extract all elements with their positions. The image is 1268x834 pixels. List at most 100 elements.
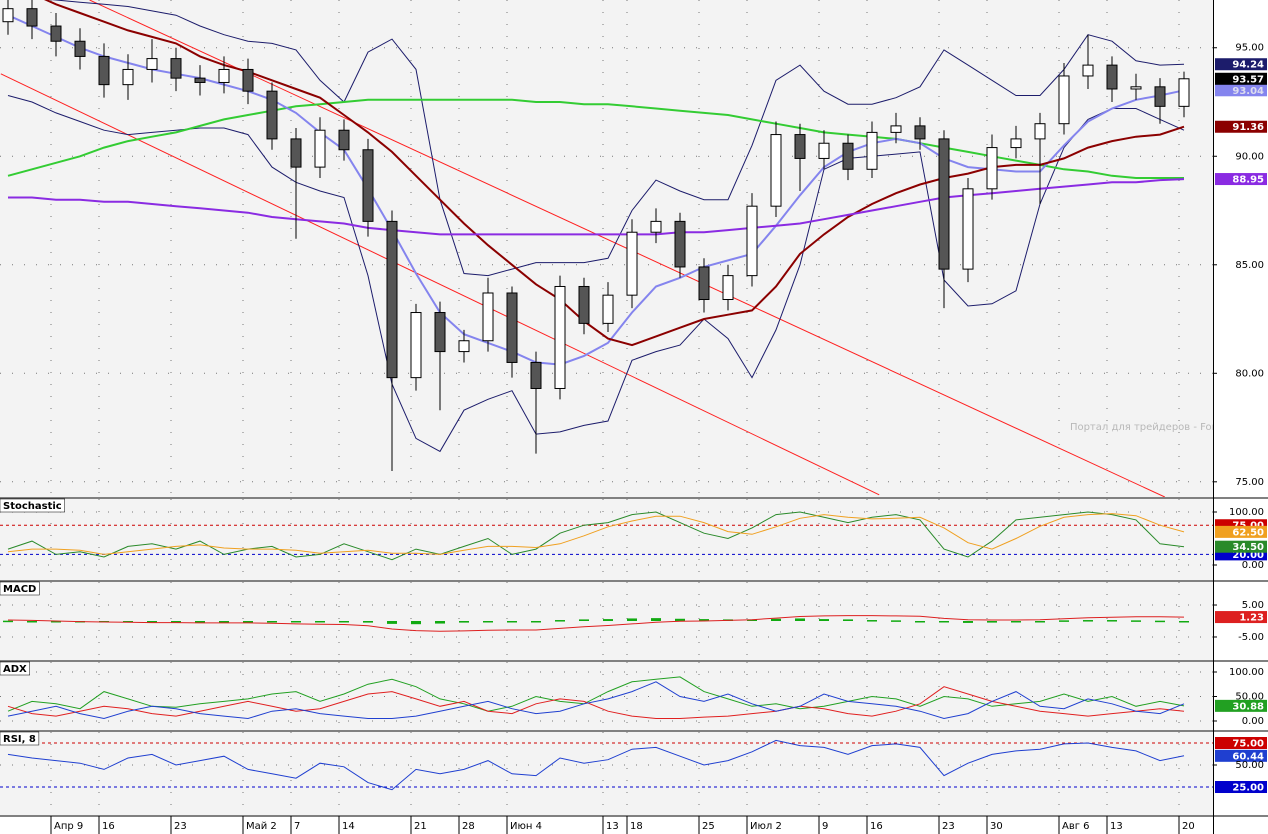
y-tick-label: 0.00: [1242, 560, 1264, 571]
candle-body: [266, 90, 278, 140]
histogram-bar: [555, 620, 565, 622]
histogram-bar: [435, 621, 445, 624]
x-tick-label: 7: [294, 821, 300, 832]
panel-title-bg: [0, 661, 30, 676]
candle-body: [890, 125, 902, 133]
value-box: [1215, 173, 1267, 186]
indicator-line: [7, 676, 1185, 712]
candle-body: [458, 340, 470, 353]
x-tick-label: 23: [174, 821, 187, 832]
candle-body: [170, 58, 182, 79]
histogram-bar: [1035, 621, 1045, 623]
y-tick-label: 100.00: [1229, 507, 1264, 518]
panel-title: RSI, 8: [3, 734, 36, 745]
candle-body: [962, 188, 974, 270]
candle-body: [530, 361, 542, 389]
histogram-bar: [219, 621, 229, 623]
candle-body: [98, 55, 110, 86]
candle-body: [1058, 75, 1070, 125]
histogram-bar: [1011, 621, 1021, 623]
value-box: [1215, 72, 1267, 85]
candle-body: [554, 285, 566, 389]
indicator-line: [7, 513, 1185, 555]
candle-body: [866, 131, 878, 170]
histogram-bar: [387, 621, 397, 624]
overlay-line: [7, 95, 1185, 453]
candle-body: [506, 292, 518, 363]
histogram-bar: [771, 618, 781, 621]
histogram-bar: [3, 620, 13, 623]
candle-body: [74, 40, 86, 57]
histogram-bar: [795, 618, 805, 621]
y-tick-label: 90.00: [1235, 151, 1264, 162]
candle-body: [722, 275, 734, 301]
histogram-bar: [651, 618, 661, 621]
histogram-bar: [867, 620, 877, 622]
histogram-bar: [603, 619, 613, 621]
histogram-bar: [963, 621, 973, 623]
histogram-bar: [507, 621, 517, 623]
value-box-label: 1.23: [1239, 613, 1264, 624]
value-box-label: 34.50: [1232, 542, 1264, 553]
panel-title-bg: [0, 498, 65, 513]
candle-body: [362, 149, 374, 222]
panel-title: MACD: [3, 584, 36, 595]
candle-body: [386, 220, 398, 379]
candle-body: [1010, 138, 1022, 149]
x-tick-label: 20: [1182, 821, 1195, 832]
value-box: [1215, 525, 1267, 538]
overlay-line: [50, 0, 1185, 277]
candle-body: [938, 138, 950, 270]
histogram-bar: [819, 619, 829, 621]
candle-body: [1106, 64, 1118, 90]
y-tick-label: 80.00: [1235, 368, 1264, 379]
x-tick-label: 16: [870, 821, 883, 832]
y-tick-label: -5.00: [1238, 632, 1264, 643]
candle-body: [50, 25, 62, 42]
histogram-bar: [1179, 621, 1189, 623]
indicator-line: [7, 511, 1185, 561]
x-tick-label: 13: [606, 821, 619, 832]
x-tick-label: 21: [414, 821, 427, 832]
panel-title-bg: [0, 581, 40, 596]
x-tick-label: 23: [942, 821, 955, 832]
candle-body: [2, 8, 14, 23]
x-tick-label: 30: [990, 821, 1003, 832]
value-box: [1215, 749, 1267, 762]
panel-title: Stochastic: [3, 501, 62, 512]
candle-body: [602, 294, 614, 324]
value-box-label: 94.24: [1232, 60, 1264, 71]
x-tick-label: 16: [102, 821, 115, 832]
histogram-bar: [891, 620, 901, 622]
value-box: [1215, 611, 1267, 624]
histogram-bar: [915, 621, 925, 623]
histogram-bar: [579, 619, 589, 621]
indicator-line: [7, 739, 1185, 791]
y-tick-label: 95.00: [1235, 43, 1264, 54]
x-tick-label: 9: [822, 821, 828, 832]
candle-body: [914, 125, 926, 140]
candle-body: [698, 266, 710, 301]
y-tick-label: 0.00: [1242, 716, 1264, 727]
value-box-label: 93.57: [1232, 74, 1264, 85]
candle-body: [794, 134, 806, 159]
plot-area: Портал для трейдеров - ForTrader.ru: [0, 0, 1213, 497]
indicator-line: [7, 686, 1185, 719]
histogram-bar: [1059, 620, 1069, 622]
histogram-bar: [483, 621, 493, 623]
value-box-label: 20.00: [1232, 550, 1264, 561]
value-box-label: 91.36: [1232, 122, 1264, 133]
candle-body: [146, 58, 158, 70]
histogram-bar: [1107, 620, 1117, 622]
x-tick-label: 25: [702, 821, 715, 832]
x-tick-label: Авг 6: [1062, 821, 1090, 832]
candle-body: [770, 134, 782, 207]
candle-body: [986, 147, 998, 190]
histogram-bar: [411, 621, 421, 625]
x-tick-label: 18: [630, 821, 643, 832]
candle-body: [674, 220, 686, 268]
histogram-bar: [27, 621, 37, 623]
candle-body: [290, 138, 302, 168]
candle-body: [194, 77, 206, 83]
x-tick-label: 28: [462, 821, 475, 832]
